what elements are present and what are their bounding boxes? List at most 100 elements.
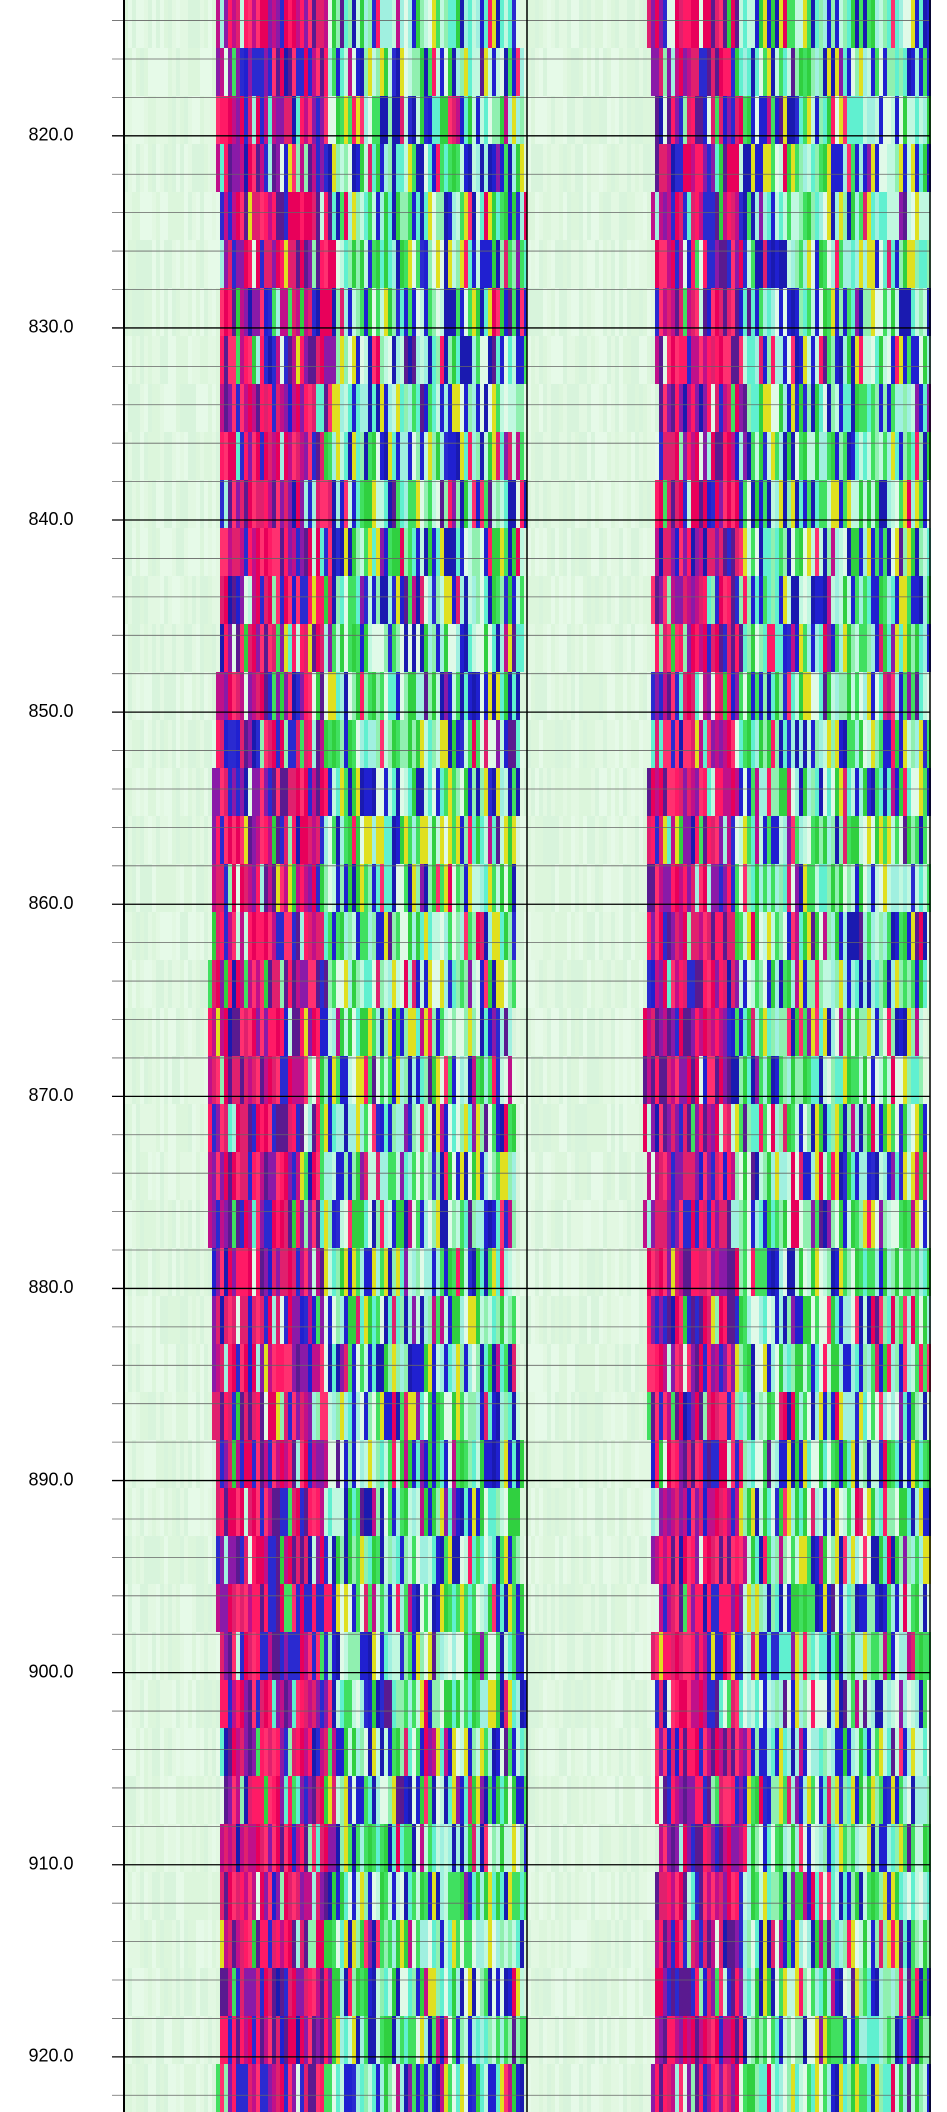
image-texture [496, 1056, 500, 1104]
image-texture [208, 960, 212, 1008]
image-texture [276, 1632, 280, 1680]
image-texture [384, 336, 388, 384]
image-texture [352, 1872, 356, 1920]
image-texture [192, 1152, 196, 1200]
image-texture [603, 240, 607, 288]
image-texture [524, 1392, 528, 1440]
image-texture [464, 1440, 468, 1488]
image-texture [392, 720, 396, 768]
image-texture [252, 912, 256, 960]
image-texture [236, 864, 240, 912]
image-texture [244, 384, 248, 432]
image-texture [751, 144, 755, 192]
image-texture [196, 1872, 200, 1920]
image-texture [200, 1536, 204, 1584]
image-texture [516, 1392, 520, 1440]
image-texture [276, 144, 280, 192]
image-texture [312, 1344, 316, 1392]
image-texture [420, 2016, 424, 2064]
image-texture [340, 432, 344, 480]
image-texture [452, 1776, 456, 1824]
image-texture [156, 480, 160, 528]
image-texture [292, 1056, 296, 1104]
image-texture [152, 2016, 156, 2064]
image-texture [464, 144, 468, 192]
image-texture [136, 192, 140, 240]
image-texture [164, 1344, 168, 1392]
image-texture [623, 240, 627, 288]
image-texture [420, 480, 424, 528]
image-texture [404, 1920, 408, 1968]
image-texture [280, 240, 284, 288]
image-texture [124, 1872, 128, 1920]
image-texture [783, 48, 787, 96]
image-texture [500, 1392, 504, 1440]
image-texture [300, 1536, 304, 1584]
image-texture [176, 1488, 180, 1536]
image-texture [252, 1056, 256, 1104]
image-texture [420, 384, 424, 432]
image-texture [472, 1776, 476, 1824]
image-texture [228, 1152, 232, 1200]
image-texture [691, 48, 695, 96]
image-texture [492, 1728, 496, 1776]
image-texture [448, 0, 452, 48]
image-texture [348, 288, 352, 336]
image-texture [420, 1104, 424, 1152]
image-texture [400, 1536, 404, 1584]
image-texture [547, 192, 551, 240]
image-texture [364, 912, 368, 960]
image-texture [196, 528, 200, 576]
image-texture [280, 1776, 284, 1824]
image-texture [260, 1200, 264, 1248]
image-texture [180, 432, 184, 480]
image-texture [436, 1872, 440, 1920]
image-texture [384, 1440, 388, 1488]
image-texture [360, 1248, 364, 1296]
image-texture [208, 576, 212, 624]
image-texture [256, 144, 260, 192]
image-texture [304, 1056, 308, 1104]
image-texture [424, 768, 428, 816]
image-texture [488, 864, 492, 912]
image-texture [296, 768, 300, 816]
image-texture [328, 816, 332, 864]
image-texture [204, 528, 208, 576]
image-texture [220, 1152, 224, 1200]
image-texture [248, 1200, 252, 1248]
image-texture [188, 480, 192, 528]
image-texture [436, 1776, 440, 1824]
image-texture [336, 1152, 340, 1200]
image-texture [316, 1872, 320, 1920]
image-texture [192, 1296, 196, 1344]
image-texture [675, 96, 679, 144]
image-texture [372, 720, 376, 768]
image-texture [304, 1440, 308, 1488]
image-texture [456, 288, 460, 336]
image-texture [284, 288, 288, 336]
image-texture [160, 1536, 164, 1584]
image-texture [168, 672, 172, 720]
image-texture [332, 336, 336, 384]
image-texture [268, 1392, 272, 1440]
image-texture [284, 768, 288, 816]
image-texture [492, 1152, 496, 1200]
image-texture [408, 1200, 412, 1248]
image-texture [164, 576, 168, 624]
image-texture [412, 1248, 416, 1296]
image-texture [512, 864, 516, 912]
image-texture [228, 384, 232, 432]
image-texture [372, 2016, 376, 2064]
image-texture [288, 1104, 292, 1152]
image-texture [432, 816, 436, 864]
image-texture [416, 960, 420, 1008]
image-texture [512, 624, 516, 672]
image-texture [288, 2016, 292, 2064]
image-texture [480, 1008, 484, 1056]
image-texture [328, 720, 332, 768]
image-texture [504, 672, 508, 720]
image-texture [288, 1632, 292, 1680]
image-texture [444, 768, 448, 816]
image-texture [615, 0, 619, 48]
image-texture [424, 1056, 428, 1104]
